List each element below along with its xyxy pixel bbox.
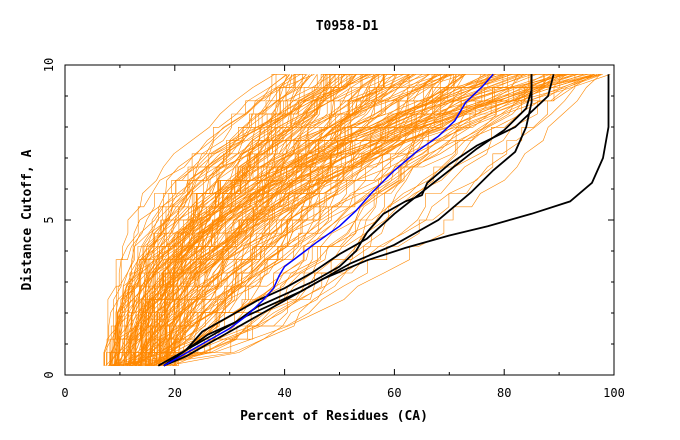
background-model-line <box>146 74 357 366</box>
y-tick-label: 5 <box>42 216 56 223</box>
background-model-line <box>115 74 355 366</box>
background-model-line <box>135 74 482 366</box>
background-model-line <box>103 74 275 366</box>
background-model-line <box>113 74 601 366</box>
background-model-line <box>145 74 554 367</box>
background-model-line <box>140 74 385 366</box>
background-model-line <box>114 74 385 366</box>
background-model-line <box>164 74 546 366</box>
background-model-line <box>111 74 315 366</box>
background-model-line <box>160 74 595 366</box>
background-model-line <box>154 74 496 366</box>
background-model-line <box>175 74 293 366</box>
background-model-line <box>117 74 443 366</box>
background-model-line <box>173 74 460 366</box>
background-model-line <box>114 74 581 366</box>
background-model-line <box>167 74 330 366</box>
background-model-line <box>116 74 287 366</box>
background-model-line <box>118 74 573 366</box>
reference-model-line <box>163 74 533 367</box>
background-model-line <box>111 74 379 366</box>
background-model-line <box>158 74 537 366</box>
x-tick-label: 0 <box>61 386 68 400</box>
reference-model-line <box>163 74 555 367</box>
background-model-line <box>123 74 365 366</box>
background-model-line <box>158 74 598 366</box>
background-model-line <box>164 74 566 367</box>
x-axis-label: Percent of Residues (CA) <box>240 409 428 424</box>
background-model-line <box>150 74 594 366</box>
background-model-line <box>137 74 452 366</box>
background-model-line <box>159 74 455 366</box>
x-tick-label: 20 <box>168 386 182 400</box>
background-model-line <box>130 74 351 366</box>
reference-model-line <box>163 74 533 367</box>
x-tick-label: 60 <box>387 386 401 400</box>
background-model-line <box>144 74 457 366</box>
background-model-line <box>170 74 448 366</box>
background-model-line <box>129 74 345 367</box>
x-tick-label: 40 <box>277 386 291 400</box>
background-model-line <box>117 74 555 366</box>
y-tick-label: 10 <box>42 58 56 72</box>
background-model-line <box>144 74 504 366</box>
y-tick-label: 0 <box>42 371 56 378</box>
background-model-line <box>135 74 346 366</box>
background-model-line <box>106 74 440 366</box>
background-model-line <box>154 74 293 366</box>
background-model-line <box>163 74 395 366</box>
axis-ticks: 0 20 40 60 80 100 0 5 10 <box>42 58 625 400</box>
y-axis-label: Distance Cutoff, A <box>20 149 35 290</box>
background-model-curves <box>103 74 611 367</box>
reference-model-curves <box>157 74 610 367</box>
background-model-line <box>111 74 448 366</box>
background-model-line <box>174 74 431 366</box>
background-model-line <box>156 74 441 366</box>
x-tick-label: 100 <box>603 386 625 400</box>
background-model-line <box>135 74 303 367</box>
chart-title: T0958-D1 <box>316 19 379 34</box>
background-model-line <box>133 74 423 366</box>
background-model-line <box>159 74 592 366</box>
highlighted-model-line <box>163 73 494 367</box>
background-model-line <box>129 74 347 366</box>
background-model-line <box>125 74 396 366</box>
x-tick-label: 80 <box>497 386 511 400</box>
highlighted-model-curve <box>163 73 494 367</box>
